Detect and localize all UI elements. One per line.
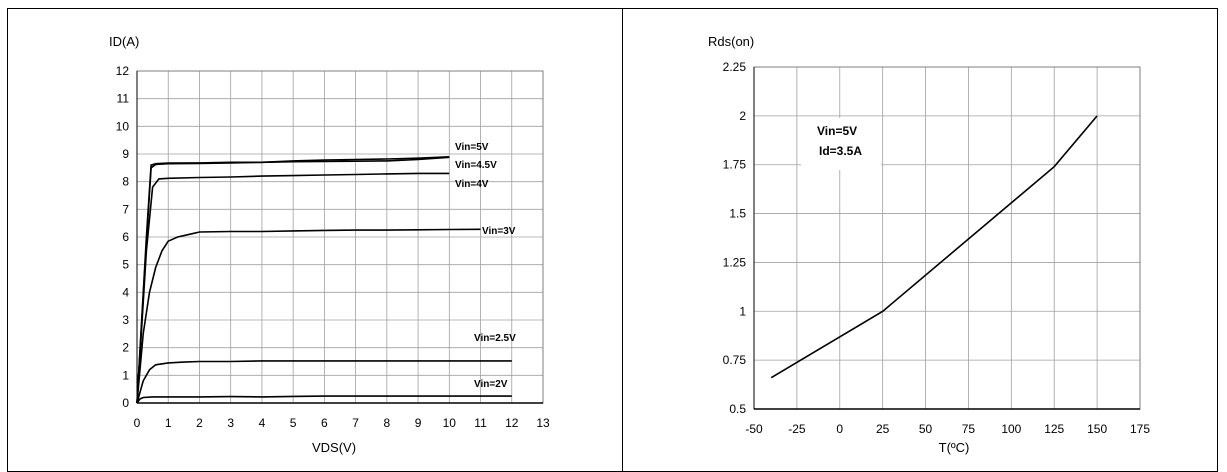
id-vds-series-line bbox=[136, 172, 450, 404]
rds-temp-y-tick-label: 1.75 bbox=[723, 158, 747, 172]
rds-temp-x-tick-label: 175 bbox=[1130, 422, 1150, 436]
rds-temp-annotation-line1: Vin=5V bbox=[817, 124, 857, 138]
id-vds-y-tick-label: 12 bbox=[116, 64, 130, 78]
id-vds-series-label: Vin=4V bbox=[455, 179, 489, 190]
id-vds-y-tick-label: 0 bbox=[122, 396, 129, 410]
id-vds-x-tick-label: 13 bbox=[536, 416, 550, 430]
id-vds-series-line bbox=[136, 228, 481, 404]
rds-temp-x-tick-label: 125 bbox=[1044, 422, 1064, 436]
id-vds-series-label: Vin=3V bbox=[482, 226, 516, 237]
id-vds-y-tick-label: 4 bbox=[122, 285, 129, 299]
rds-temp-y-tick-label: 1 bbox=[739, 304, 746, 318]
rds-temp-ticks: 0.5 0.75 1 1.25 1.5 1.75 2 2.25 -50 -25 0 25 50 75 100… bbox=[723, 60, 1151, 436]
id-vds-x-tick-label: 3 bbox=[227, 416, 234, 430]
rds-temp-y-tick-label: 1.5 bbox=[729, 207, 746, 221]
rds-temp-x-tick-label: 0 bbox=[836, 422, 843, 436]
id-vds-y-tick-label: 1 bbox=[122, 368, 129, 382]
rds-temp-y-axis-label: Rds(on) bbox=[708, 34, 754, 49]
id-vds-y-tick-label: 10 bbox=[116, 119, 130, 133]
id-vds-y-tick-label: 11 bbox=[117, 92, 130, 106]
id-vds-y-axis-label: ID(A) bbox=[109, 34, 139, 49]
id-vds-x-tick-label: 11 bbox=[474, 416, 487, 430]
id-vds-y-tick-label: 6 bbox=[122, 230, 129, 244]
id-vds-x-tick-label: 4 bbox=[259, 416, 266, 430]
rds-temp-y-tick-label: 2 bbox=[739, 109, 746, 123]
rds-temp-x-axis-label: T(ºC) bbox=[939, 440, 970, 455]
rds-temp-annotation-box: Vin=5V Id=3.5A bbox=[801, 118, 881, 170]
id-vds-y-tick-label: 2 bbox=[122, 341, 129, 355]
rds-temp-y-tick-label: 0.5 bbox=[729, 402, 746, 416]
id-vds-series-line bbox=[136, 360, 512, 404]
id-vds-x-tick-label: 10 bbox=[443, 416, 457, 430]
rds-temp-annotation-line2: Id=3.5A bbox=[819, 144, 862, 158]
id-vds-y-tick-label: 7 bbox=[122, 202, 129, 216]
rds-temp-grid bbox=[753, 66, 1141, 410]
id-vds-x-tick-label: 12 bbox=[505, 416, 519, 430]
rds-temp-x-tick-label: 75 bbox=[962, 422, 976, 436]
id-vds-x-axis-label: VDS(V) bbox=[312, 440, 356, 455]
id-vds-x-tick-label: 8 bbox=[384, 416, 391, 430]
id-vds-x-tick-label: 0 bbox=[134, 416, 141, 430]
rds-temp-x-tick-label: -25 bbox=[788, 422, 806, 436]
rds-temp-series-line bbox=[770, 115, 1098, 379]
id-vds-series-label: Vin=4.5V bbox=[455, 160, 497, 171]
rds-temp-x-tick-label: 25 bbox=[876, 422, 890, 436]
id-vds-y-tick-label: 3 bbox=[122, 313, 129, 327]
rds-temp-x-tick-label: 100 bbox=[1001, 422, 1021, 436]
id-vds-x-tick-label: 6 bbox=[321, 416, 328, 430]
id-vds-series-line bbox=[136, 395, 512, 404]
id-vds-series-label: Vin=5V bbox=[455, 142, 489, 153]
id-vds-x-tick-label: 2 bbox=[196, 416, 203, 430]
id-vds-x-tick-label: 5 bbox=[290, 416, 297, 430]
rds-temp-x-tick-label: 50 bbox=[919, 422, 933, 436]
rds-temp-y-tick-label: 0.75 bbox=[723, 353, 747, 367]
id-vds-grid bbox=[136, 70, 544, 404]
id-vds-series-labels: Vin=5V Vin=4.5V Vin=4V Vin=3V Vin=2.5V Vin=2V bbox=[455, 142, 516, 390]
id-vds-series-line bbox=[136, 156, 450, 404]
rds-temp-x-tick-label: -50 bbox=[745, 422, 763, 436]
id-vds-x-tick-label: 7 bbox=[352, 416, 359, 430]
id-vds-x-tick-label: 1 bbox=[165, 416, 172, 430]
rds-temp-y-tick-label: 2.25 bbox=[723, 60, 747, 74]
rds-temp-y-tick-label: 1.25 bbox=[723, 255, 747, 269]
rds-temp-x-tick-label: 150 bbox=[1087, 422, 1107, 436]
id-vds-x-tick-label: 9 bbox=[415, 416, 422, 430]
rds-temp-series-group bbox=[770, 115, 1098, 379]
id-vds-y-tick-label: 5 bbox=[122, 258, 129, 272]
id-vds-y-tick-label: 9 bbox=[122, 147, 129, 161]
id-vds-series-label: Vin=2V bbox=[474, 379, 508, 390]
id-vds-series-group bbox=[136, 156, 512, 404]
id-vds-series-label: Vin=2.5V bbox=[474, 333, 516, 344]
id-vds-y-tick-label: 8 bbox=[122, 175, 129, 189]
